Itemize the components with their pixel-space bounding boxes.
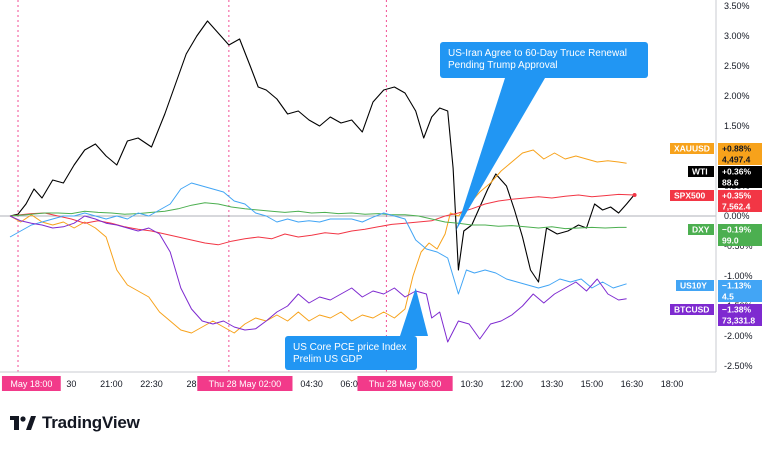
y-tick-label: -2.50% <box>724 361 753 371</box>
badge-price: 7,562.4 <box>722 202 751 212</box>
event-callout-pointer <box>400 288 428 336</box>
event-callout-text: Prelim US GDP <box>293 354 363 365</box>
event-callout-pointer <box>455 78 545 231</box>
series-layer <box>9 20 637 343</box>
event-callout-box <box>285 336 417 370</box>
badge-price: 4.5 <box>722 292 734 302</box>
x-tick-highlight-box <box>1 376 61 391</box>
x-tick-label: 21:00 <box>100 379 123 389</box>
callout-layer: US-Iran Agree to 60-Day Truce RenewalPen… <box>285 42 648 370</box>
event-callout-text: US Core PCE price Index <box>293 342 406 353</box>
badge-price: 88.6 <box>722 178 739 188</box>
badge-symbol-box <box>670 143 714 154</box>
y-tick-label: 3.50% <box>724 1 750 11</box>
badge-dxy: DXY −0.19%99.0 <box>688 224 762 246</box>
event-callout: US-Iran Agree to 60-Day Truce RenewalPen… <box>440 42 648 231</box>
series-line-spx500 <box>9 193 635 246</box>
event-callout-text: Pending Trump Approval <box>448 60 558 71</box>
badge-value-box <box>718 190 762 212</box>
badge-percent: −1.38% <box>722 305 752 315</box>
x-tick-label: 12:00 <box>501 379 524 389</box>
badge-percent: −1.13% <box>722 281 752 291</box>
badge-btcusd: BTCUSD −1.38%73,331.8 <box>670 304 762 326</box>
badge-price: 99.0 <box>722 236 739 246</box>
badge-symbol-text: SPX500 <box>674 191 705 201</box>
x-tick-highlight-box <box>357 376 453 391</box>
badge-symbol-box <box>670 190 714 201</box>
x-axis-ticks: May 18:00 30 21:00 22:30 28 Thu 28 May 02:00 0… <box>1 376 684 391</box>
badge-value-box <box>718 143 762 165</box>
badge-symbol-box <box>670 304 714 315</box>
badge-price: 4,497.4 <box>722 155 751 165</box>
badge-percent: +0.88% <box>722 144 752 154</box>
series-line-btcusd <box>9 215 627 343</box>
y-tick-label: 3.00% <box>724 31 750 41</box>
x-tick-label: Thu 28 May 02:00 <box>209 379 282 389</box>
x-tick-label: 28 <box>186 379 196 389</box>
badge-price: 73,331.8 <box>722 316 755 326</box>
x-tick-label: 10:30 <box>461 379 484 389</box>
badge-spx500: SPX500 +0.35%7,562.4 <box>670 190 762 212</box>
badge-value-box <box>718 304 762 326</box>
x-tick-label: 30 <box>66 379 76 389</box>
x-tick-label: 22:30 <box>140 379 163 389</box>
badge-symbol-box <box>676 280 714 291</box>
y-tick-label: 1.50% <box>724 121 750 131</box>
badge-symbol-box <box>688 166 714 177</box>
event-callout-box <box>440 42 648 78</box>
brand-name: TradingView <box>42 413 140 432</box>
badge-percent: +0.36% <box>722 167 752 177</box>
series-line-us10y <box>9 182 627 295</box>
badge-value-box <box>718 224 762 246</box>
badge-us10y: US10Y −1.13%4.5 <box>676 280 762 302</box>
badge-symbol-text: WTI <box>692 167 708 177</box>
badge-wti: WTI +0.36%88.6 <box>688 166 762 188</box>
badge-value-box <box>718 280 762 302</box>
badge-percent: −0.19% <box>722 225 752 235</box>
x-tick-label: 16:30 <box>621 379 644 389</box>
y-tick-label: 2.50% <box>724 61 750 71</box>
y-tick-label: 2.00% <box>724 91 750 101</box>
x-tick-label: Thu 28 May 08:00 <box>369 379 442 389</box>
event-callout-text: US-Iran Agree to 60-Day Truce Renewal <box>448 48 627 59</box>
badge-value-box <box>718 166 762 188</box>
series-line-wti <box>9 20 636 283</box>
x-tick-label: 18:00 <box>661 379 684 389</box>
series-last-point-spx500 <box>632 193 637 197</box>
y-tick-label: 0.00% <box>724 211 750 221</box>
badge-symbol-text: BTCUSD <box>674 305 709 315</box>
y-tick-label: -1.00% <box>724 271 753 281</box>
last-value-badges: WTI +0.36%88.6 XAUUSD +0.88%4,497.4 SPX500 +0… <box>670 143 762 326</box>
tradingview-brand: TradingView <box>10 413 140 433</box>
x-tick-label: May 18:00 <box>10 379 52 389</box>
badge-symbol-box <box>688 224 714 235</box>
series-line-xauusd <box>9 149 627 334</box>
badge-symbol-text: DXY <box>692 225 710 235</box>
series-line-dxy <box>9 202 627 230</box>
session-lines <box>17 0 387 372</box>
x-tick-label: 13:30 <box>541 379 564 389</box>
x-tick-label: 04:30 <box>300 379 323 389</box>
badge-xauusd: XAUUSD +0.88%4,497.4 <box>670 143 762 165</box>
x-tick-label: 06:00 <box>340 379 363 389</box>
badge-symbol-text: US10Y <box>680 281 707 291</box>
badge-percent: +0.35% <box>722 191 752 201</box>
badge-symbol-text: XAUUSD <box>674 144 710 154</box>
tradingview-logo-icon <box>10 416 36 430</box>
y-tick-label: -2.00% <box>724 331 753 341</box>
x-tick-highlight-box <box>197 376 293 391</box>
x-tick-label: 15:00 <box>581 379 604 389</box>
